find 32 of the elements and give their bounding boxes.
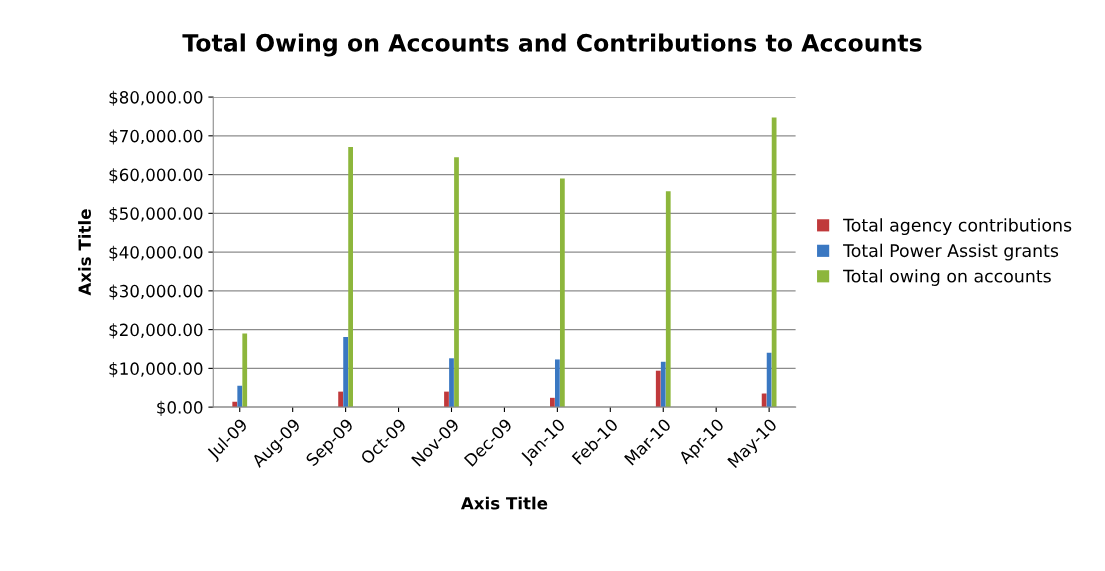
legend-label: Total Power Assist grants	[843, 243, 1059, 261]
legend-label: Total agency contributions	[843, 218, 1072, 236]
bar	[761, 393, 767, 408]
y-tick-label: $80,000.00	[109, 90, 203, 106]
bar	[242, 333, 248, 408]
bar	[348, 147, 353, 408]
x-axis-title: Axis Title	[460, 496, 548, 510]
bar	[449, 358, 454, 408]
bar	[766, 352, 772, 408]
y-tick-label: $40,000.00	[109, 245, 203, 261]
y-tick-label: $30,000.00	[109, 284, 203, 300]
bar	[665, 191, 671, 408]
bar	[655, 370, 661, 408]
bar	[454, 157, 459, 408]
bar	[559, 178, 565, 408]
bar	[343, 336, 348, 408]
y-tick-label: $70,000.00	[109, 129, 203, 145]
bar	[338, 391, 343, 408]
y-tick-label: $10,000.00	[109, 362, 203, 378]
chart-title: Total Owing on Accounts and Contributions to Accounts	[182, 33, 922, 57]
bar	[554, 359, 560, 408]
y-tick-label: $20,000.00	[109, 323, 203, 339]
y-axis-title: Axis Title	[78, 209, 91, 296]
y-tick-label: $50,000.00	[109, 207, 203, 223]
y-tick-label: $60,000.00	[109, 168, 203, 184]
bar	[771, 117, 777, 408]
bar	[660, 361, 666, 408]
bar	[444, 391, 449, 408]
bar	[237, 385, 243, 408]
y-tick-label: $0.00	[157, 400, 203, 416]
bar	[549, 397, 555, 408]
legend-label: Total owing on accounts	[843, 269, 1051, 286]
